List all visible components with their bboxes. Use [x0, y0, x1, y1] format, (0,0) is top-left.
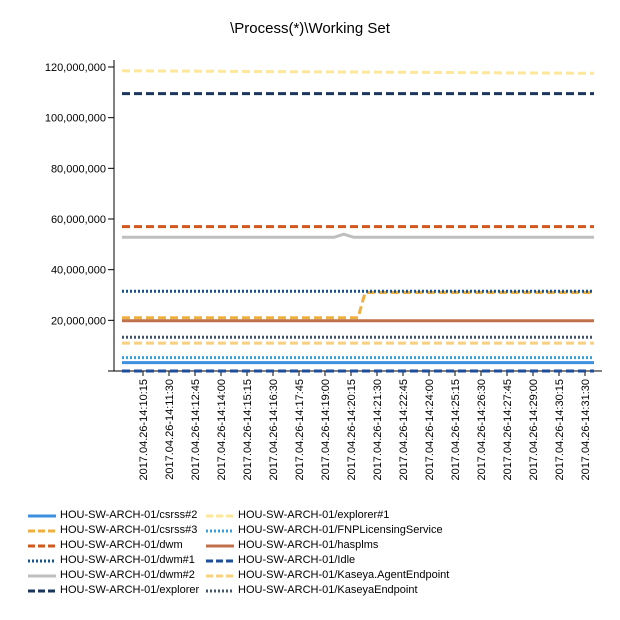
legend-swatch	[206, 514, 234, 518]
legend-label: HOU-SW-ARCH-01/dwm#1	[60, 554, 195, 566]
y-tick-label: 60,000,000	[51, 214, 106, 226]
x-tick-label: 2017.04.26-14:26:30	[476, 379, 488, 481]
x-tick-label: 2017.04.26-14:17:45	[294, 379, 306, 481]
legend-label: HOU-SW-ARCH-01/FNPLicensingService	[238, 524, 443, 536]
x-tick-label: 2017.04.26-14:21:30	[372, 379, 384, 481]
legend-swatch	[206, 529, 234, 533]
legend-label: HOU-SW-ARCH-01/Kaseya.AgentEndpoint	[238, 569, 450, 581]
x-tick-label: 2017.04.26-14:27:45	[502, 379, 514, 481]
x-tick-label: 2017.04.26-14:22:45	[398, 379, 410, 481]
legend-swatch	[28, 559, 56, 563]
x-tick-label: 2017.04.26-14:15:15	[242, 379, 254, 481]
x-tick-label: 2017.04.26-14:12:45	[190, 379, 202, 481]
x-tick-label: 2017.04.26-14:24:00	[424, 379, 436, 481]
y-tick-label: 120,000,000	[45, 62, 106, 74]
series-line-4	[122, 232, 594, 239]
x-tick-label: 2017.04.26-14:11:30	[164, 379, 176, 480]
legend-swatch	[28, 574, 56, 578]
series-line-1	[122, 291, 594, 320]
x-tick-label: 2017.04.26-14:14:00	[216, 379, 228, 481]
legend-label: HOU-SW-ARCH-01/dwm	[60, 539, 183, 551]
legend-swatch	[28, 544, 56, 548]
x-tick-label: 2017.04.26-14:16:30	[268, 379, 280, 481]
chart-title: \Process(*)\Working Set	[230, 20, 390, 37]
x-tick-label: 2017.04.26-14:31:30	[580, 379, 592, 481]
legend-swatch	[206, 574, 234, 578]
legend-swatch	[28, 514, 56, 518]
legend-swatch	[28, 589, 56, 593]
y-tick-label: 80,000,000	[51, 163, 106, 175]
x-tick-label: 2017.04.26-14:10:15	[138, 379, 150, 481]
y-tick-label: 20,000,000	[51, 315, 106, 327]
legend-label: HOU-SW-ARCH-01/KaseyaEndpoint	[238, 584, 418, 596]
legend-label: HOU-SW-ARCH-01/csrss#3	[60, 524, 198, 536]
legend-label: HOU-SW-ARCH-01/explorer#1	[238, 509, 390, 521]
y-tick-label: 40,000,000	[51, 265, 106, 277]
x-tick-label: 2017.04.26-14:19:00	[320, 379, 332, 481]
legend-label: HOU-SW-ARCH-01/dwm#2	[60, 569, 195, 581]
series-line-6	[121, 69, 595, 75]
y-tick-label: 100,000,000	[45, 113, 106, 125]
legend-label: HOU-SW-ARCH-01/Idle	[238, 554, 356, 566]
legend-label: HOU-SW-ARCH-01/csrss#2	[60, 509, 198, 521]
legend-swatch	[206, 544, 234, 548]
x-tick-label: 2017.04.26-14:25:15	[450, 379, 462, 481]
legend-swatch	[206, 589, 234, 593]
x-tick-label: 2017.04.26-14:30:15	[554, 379, 566, 481]
legend-swatch	[28, 529, 56, 533]
legend-swatch	[206, 559, 234, 563]
legend-label: HOU-SW-ARCH-01/hasplms	[238, 539, 379, 551]
legend-label: HOU-SW-ARCH-01/explorer	[60, 584, 200, 596]
x-tick-label: 2017.04.26-14:29:00	[528, 379, 540, 481]
x-tick-label: 2017.04.26-14:20:15	[346, 379, 358, 481]
